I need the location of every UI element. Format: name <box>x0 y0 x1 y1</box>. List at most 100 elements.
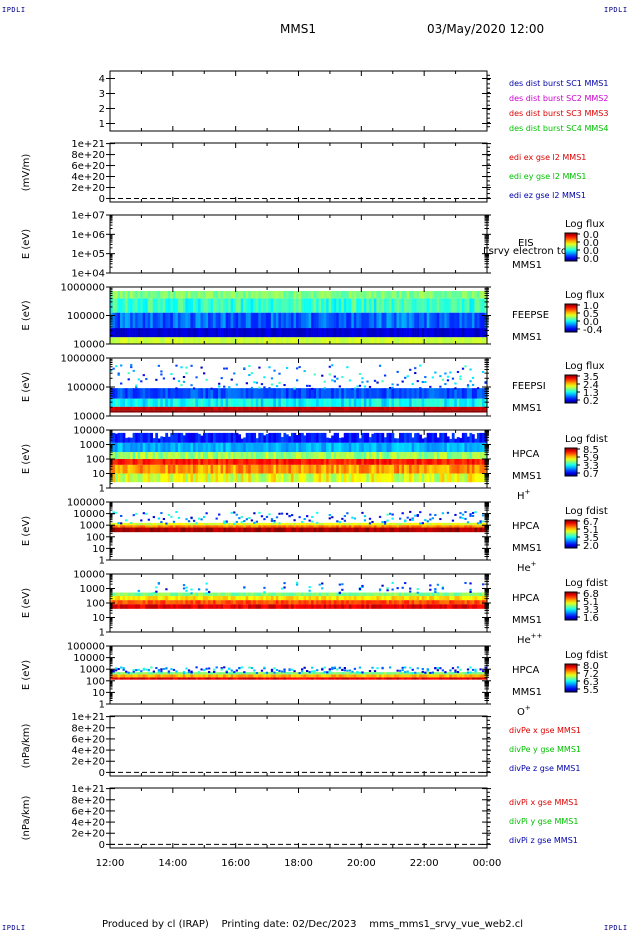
spectrogram-cell <box>426 328 430 338</box>
spectrogram-cell <box>311 674 314 678</box>
spectrogram-cell <box>172 432 176 443</box>
spectrogram-cell <box>338 525 342 528</box>
spectrogram-cell <box>190 459 194 465</box>
spectrogram-cell <box>429 592 432 597</box>
spectrogram-cell <box>404 376 407 379</box>
spectrogram-cell <box>306 672 309 675</box>
spectrogram-cell <box>202 452 206 459</box>
spectrogram-cell <box>268 596 272 601</box>
spectrogram-cell <box>182 328 186 338</box>
spectrogram-cell <box>429 328 432 338</box>
spectrogram-cell <box>238 290 241 299</box>
spectrogram-cell <box>404 674 407 678</box>
spectrogram-cell <box>436 522 440 526</box>
spectrogram-cell <box>225 442 229 453</box>
spectrogram-cell <box>383 442 387 453</box>
spectrogram-cell <box>318 583 321 586</box>
spectrogram-cell <box>245 442 249 453</box>
spectrogram-cell <box>182 410 186 413</box>
spectrogram-cell <box>371 672 375 675</box>
spectrogram-cell <box>456 437 460 443</box>
spectrogram-cell <box>280 604 284 609</box>
spectrogram-cell <box>225 596 229 601</box>
spectrogram-cell <box>449 527 453 533</box>
spectrogram-cell <box>177 398 181 407</box>
spectrogram-cell <box>471 434 475 443</box>
spectrogram-cell <box>238 410 241 413</box>
spectrogram-cell <box>323 337 327 344</box>
spectrogram-cell <box>439 290 443 299</box>
spectrogram-cell <box>394 596 397 601</box>
spectrogram-cell <box>122 596 126 601</box>
spectrogram-cell <box>223 385 226 388</box>
spectrogram-cell <box>233 473 236 483</box>
spectrogram-cell <box>225 672 229 675</box>
spectrogram-cell <box>233 511 236 514</box>
spectrogram-cell <box>225 674 229 678</box>
spectrogram-cell <box>303 435 307 443</box>
spectrogram-cell <box>127 328 131 338</box>
spectrogram-cell <box>245 592 249 597</box>
spectrogram-cell <box>230 672 234 675</box>
spectrogram-cell <box>363 432 367 443</box>
spectrogram-cell <box>331 459 334 465</box>
spectrogram-cell <box>303 298 307 313</box>
spectrogram-cell <box>170 668 173 671</box>
spectrogram-cell <box>150 596 154 601</box>
spectrogram-cell <box>175 600 179 605</box>
spectrogram-cell <box>436 452 440 459</box>
spectrogram-cell <box>303 604 307 609</box>
spectrogram-cell <box>434 410 438 413</box>
spectrogram-cell <box>210 290 214 299</box>
spectrogram-cell <box>411 518 414 521</box>
spectrogram-cell <box>348 672 352 675</box>
spectrogram-cell <box>421 600 425 605</box>
spectrogram-cell <box>301 473 304 483</box>
spectrogram-cell <box>205 667 208 670</box>
spectrogram-cell <box>162 464 166 474</box>
spectrogram-cell <box>137 589 140 592</box>
spectrogram-cell <box>160 388 164 399</box>
spectrogram-cell <box>268 398 272 407</box>
spectrogram-cell <box>147 518 150 521</box>
spectrogram-cell <box>411 398 415 407</box>
spectrogram-cell <box>321 672 324 675</box>
spectrogram-cell <box>426 290 430 299</box>
spectrogram-cell <box>140 522 143 526</box>
spectrogram-cell <box>464 365 467 368</box>
spectrogram-cell <box>376 442 380 453</box>
spectrogram-cell <box>195 473 199 483</box>
spectrogram-cell <box>316 406 319 411</box>
spectrogram-cell <box>461 398 465 407</box>
spectrogram-cell <box>150 432 154 443</box>
spectrogram-cell <box>170 328 174 338</box>
spectrogram-cell <box>431 406 435 411</box>
spectrogram-cell <box>165 588 168 591</box>
spectrogram-cell <box>361 596 365 601</box>
spectrogram-cell <box>341 452 345 459</box>
spectrogram-cell <box>145 674 148 678</box>
spectrogram-cell <box>245 596 249 601</box>
spectrogram-cell <box>147 328 151 338</box>
spectrogram-cell <box>424 592 427 597</box>
spectrogram-cell <box>130 406 133 411</box>
spectrogram-cell <box>117 410 121 413</box>
spectrogram-cell <box>436 459 440 465</box>
spectrogram-cell <box>197 600 201 605</box>
spectrogram-cell <box>469 337 473 344</box>
spectrogram-cell <box>444 372 447 375</box>
spectrogram-cell <box>303 452 307 459</box>
spectrogram-cell <box>147 388 151 399</box>
legend-entry: des dist burst SC2 MMS2 <box>509 94 608 103</box>
spectrogram-cell <box>383 674 387 678</box>
spectrogram-cell <box>381 388 385 399</box>
spectrogram-cell <box>451 377 455 380</box>
spectrogram-cell <box>454 387 457 390</box>
spectrogram-cell <box>243 328 247 338</box>
spectrogram-cell <box>230 337 234 344</box>
spectrogram-cell <box>110 674 113 678</box>
spectrogram-cell <box>464 592 468 597</box>
spectrogram-cell <box>155 298 159 313</box>
spectrogram-cell <box>285 592 289 597</box>
spectrogram-cell <box>469 582 472 585</box>
